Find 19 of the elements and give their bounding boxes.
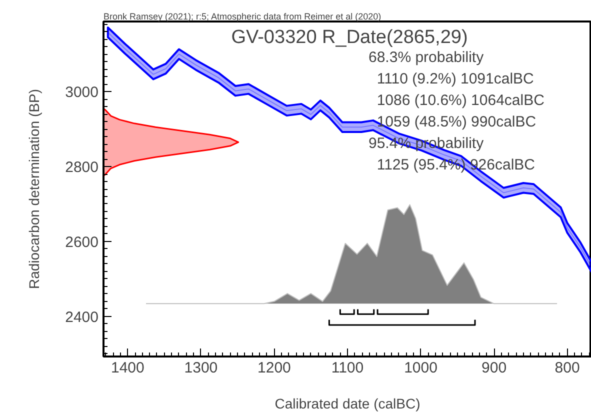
x-tick-label: 1100 [331,360,364,376]
annotation: 68.3% probability [368,49,484,66]
x-tick-label: 800 [554,360,580,376]
x-tick-label: 1200 [258,360,291,376]
chart-title: GV-03320 R_Date(2865,29) [231,27,468,48]
y-tick-label: 3000 [65,84,99,102]
y-tick-label: 2600 [65,234,99,251]
x-tick-label: 1300 [184,360,218,376]
annotation: 1086 (10.6%) 1064calBC [368,92,545,109]
x-tick-label: 1400 [110,360,144,376]
annotation: 1059 (48.5%) 990calBC [368,114,536,130]
x-tick-label: 1000 [404,360,438,376]
x-axis-title: Calibrated date (calBC) [274,396,420,412]
y-tick-label: 2800 [65,159,99,176]
y-tick-label: 2400 [65,308,99,326]
annotation: 1110 (9.2%) 1091calBC [368,70,534,88]
chart-subtitle: Bronk Ramsey (2021); r:5; Atmospheric data from Reimer et al (2020) [104,12,382,22]
x-tick-label: 900 [482,360,507,376]
y-axis-title: Radiocarbon determination (BP) [26,88,42,289]
